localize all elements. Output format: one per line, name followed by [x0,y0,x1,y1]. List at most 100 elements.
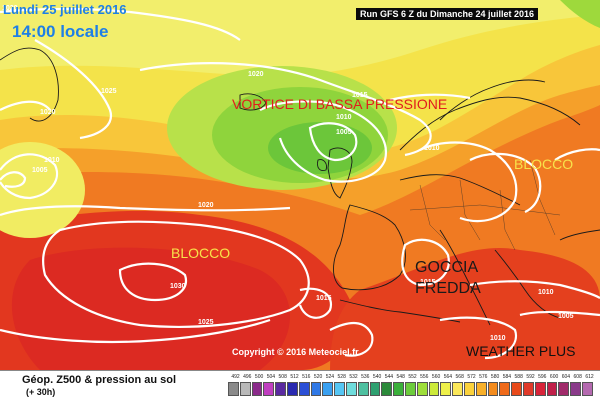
forecast-date: Lundi 25 juillet 2016 [3,2,127,17]
isobar-1025-azores-high [42,220,310,328]
legend-swatch-color [334,382,345,396]
isobar-1005-southeast [519,310,600,317]
legend-swatch-value: 512 [290,374,299,380]
legend-swatch-color [511,382,522,396]
isobar-labels: 1020 1025 1020 1015 1010 1005 1010 1005 … [2,5,574,342]
isobar-1010-vortex [259,100,388,183]
legend-swatch-color [239,382,251,396]
legend-swatch-value: 504 [266,374,276,380]
isobar-1010-northeast [554,148,600,161]
legend-swatch-value: 560 [431,374,441,380]
isobar-label: 1005 [336,129,352,136]
annotation-blocco-east: BLOCCO [514,156,574,172]
legend-swatch-value: 536 [361,374,370,380]
britain-coast [327,147,353,199]
isobar-1015-north-africa [329,322,374,357]
isobar-label: 1010 [490,335,506,342]
isobar-1010-baltic [419,141,518,222]
isobar-label: 1010 [44,157,60,164]
legend-swatch-value: 600 [549,374,559,380]
legend-swatch-value: 596 [538,374,547,380]
forecast-time: 14:00 locale [12,22,109,41]
watermark-weather-plus: WEATHER PLUS [466,343,576,359]
legend-swatch-color [452,382,463,396]
border-line [459,179,481,241]
legend-swatch-value: 608 [573,374,582,380]
legend-subtitle: (+ 30h) [26,387,56,397]
legend-swatch-value: 492 [231,374,240,380]
isobar-1005-vortex [308,122,358,162]
isobar-label: 1010 [424,145,440,152]
annotation-goccia-line2: FREDDA [415,280,481,297]
legend-swatch-value: 524 [325,374,335,380]
isobar-label: 1020 [198,202,214,209]
border-line [499,189,516,251]
legend-swatch-value: 588 [514,374,523,380]
legend-swatch-color [570,382,581,396]
legend-swatch-color [405,382,416,396]
legend-swatch-color [381,382,393,396]
legend-swatch-value: 548 [396,374,405,380]
isobar-1010-southeast [469,280,600,299]
black-sea-coast [559,229,600,241]
high-geopotential-zone-southeast [330,248,600,370]
legend-swatch-value: 584 [502,374,512,380]
ireland-coast [317,159,327,171]
legend-swatch-color [534,382,546,396]
legend-swatch-color [393,382,404,396]
legend-swatch-value: 508 [278,374,287,380]
legend-swatch-color [546,382,558,396]
legend-swatch-value: 612 [585,374,594,380]
balkan-coast [494,249,561,319]
annotation-goccia-fredda: GOCCIA FREDDA [415,257,481,299]
legend-bar: Géop. Z500 & pression au sol (+ 30h) 492… [0,370,600,401]
legend-swatch-color [582,382,593,396]
legend-swatch-color [228,382,239,396]
isobar-1020-central [0,205,291,217]
legend-swatch-value: 572 [467,374,476,380]
iberia-france-coast [333,204,406,291]
legend-swatch-value: 556 [420,374,429,380]
isobar-label: 1020 [248,71,264,78]
weather-map: 1020 1025 1020 1015 1010 1005 1010 1005 … [0,0,600,370]
isobar-label: 1015 [352,92,368,99]
isobar-label: 1005 [558,313,574,320]
legend-swatch-color [287,382,298,396]
legend-swatch-value: 528 [337,374,346,380]
isobar-label: 1025 [101,88,117,95]
isobar-label: 1025 [198,319,214,326]
legend-swatch-color [346,382,357,396]
annotation-vortice: VORTICE DI BASSA PRESSIONE [232,96,448,112]
isobar-1020-south [0,318,271,344]
legend-swatch-color [357,382,369,396]
isobar-1025-greenland [34,39,113,140]
isobar-label: 1020 [2,5,18,12]
map-canvas: 1020 1025 1020 1015 1010 1005 1010 1005 … [0,0,600,370]
legend-swatch-color [475,382,487,396]
legend-swatch-color [298,382,310,396]
legend-swatch-value: 520 [313,374,323,380]
iceland-coast [239,93,267,111]
isobar-label: 1030 [170,283,186,290]
isobar-1010-west-low [0,153,58,200]
isobar-1030-azores-high [118,262,188,302]
legend-swatch-color [416,382,428,396]
copyright-notice: Copyright © 2016 Meteociel.fr [232,347,359,357]
northeast-green-zone [560,0,600,28]
isobar-1020-north-ext [129,10,241,41]
isobar-1010-east [469,152,542,213]
model-run-label: Run GFS 6 Z du Dimanche 24 juillet 2016 [355,8,538,20]
legend-swatch-color [322,382,334,396]
isobar-label: 1015 [316,295,332,302]
isobar-1015-vortex [139,62,432,157]
greenland-coast [0,47,59,122]
legend-swatch-color [440,382,452,396]
legend-swatch-value: 552 [408,374,417,380]
legend-swatch-color [464,382,475,396]
isobar-label: 1010 [538,289,554,296]
isobar-1015-iberia [298,287,333,319]
legend-title: Géop. Z500 & pression au sol [22,374,177,386]
legend-swatch-value: 500 [254,374,264,380]
legend-swatch-value: 544 [384,374,394,380]
isobar-1010-south-italy [439,316,518,360]
